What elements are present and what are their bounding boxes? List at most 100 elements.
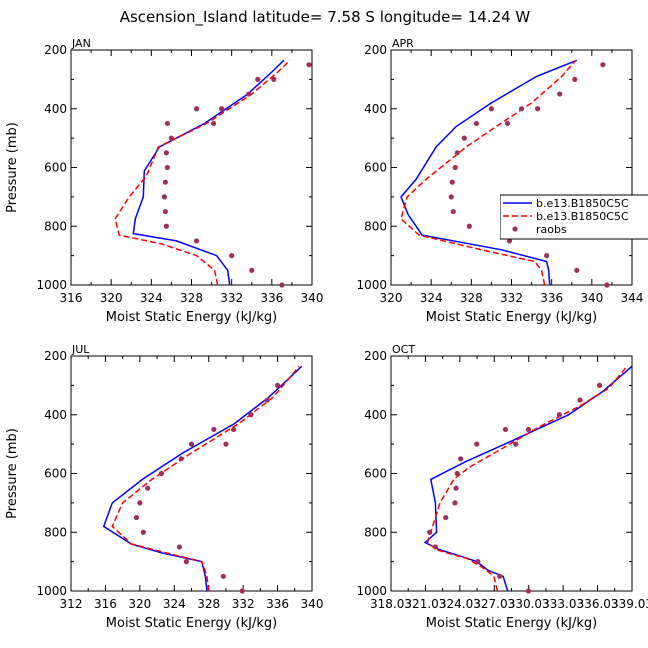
raob-point — [525, 426, 531, 433]
x-tick-label: 336 — [266, 597, 289, 611]
raob-point — [466, 223, 472, 229]
x-tick-label: 316 — [60, 291, 83, 305]
raob-point — [306, 62, 312, 68]
raob-point — [577, 397, 583, 403]
x-tick-label: 332 — [232, 597, 255, 611]
x-tick-label: 328 — [180, 291, 203, 305]
raob-point — [249, 267, 255, 273]
y-tick-label: 800 — [364, 525, 387, 539]
y-tick-label: 1000 — [356, 584, 387, 598]
x-tick-label: 340 — [580, 291, 603, 305]
y-tick-label: 200 — [44, 349, 67, 363]
panel-apr: APR 320 324 328 332 336 340 344 200 400 600 800 1000… — [356, 37, 643, 325]
raob-point — [458, 456, 464, 462]
raob-point — [246, 91, 252, 97]
raob-point — [474, 441, 480, 447]
raob-point — [448, 194, 454, 200]
x-tick-label: 339.03 — [611, 597, 648, 611]
x-tick-label: 327.03 — [473, 597, 515, 611]
x-tick-label: 324 — [163, 597, 186, 611]
raob-point — [183, 559, 189, 565]
raob-point — [427, 529, 433, 535]
raob-point — [502, 426, 509, 433]
raob-point — [604, 282, 610, 288]
model-line-1 — [423, 365, 633, 592]
y-axis-label: Pressure (mb) — [5, 122, 20, 213]
y-axis-label: Pressure (mb) — [5, 428, 20, 519]
x-tick-label: 312 — [60, 597, 83, 611]
legend-label: b.e13.B1850C5C — [536, 210, 629, 223]
y-tick-label: 600 — [44, 467, 67, 481]
x-tick-label: 324 — [140, 291, 163, 305]
x-tick-label: 318.03 — [370, 597, 412, 611]
raob-point — [454, 470, 460, 477]
raob-point — [163, 223, 169, 229]
raob-point — [461, 135, 467, 141]
panel-jan: JAN 316 320 324 328 332 336 340 200 400 600 800 1000… — [5, 37, 323, 325]
x-tick-label: 320 — [100, 291, 123, 305]
model-line-2 — [111, 365, 300, 592]
y-tick-label: 1000 — [36, 584, 67, 598]
y-tick-label: 1000 — [36, 278, 67, 292]
y-tick-label: 400 — [364, 408, 387, 422]
raob-point — [452, 164, 458, 171]
panel-label: JUL — [71, 343, 90, 356]
y-tick-label: 800 — [44, 219, 67, 233]
x-tick-label: 316 — [94, 597, 117, 611]
raob-point — [231, 426, 237, 433]
raob-point — [176, 544, 183, 550]
y-tick-label: 600 — [364, 467, 387, 481]
y-tick-label: 600 — [44, 161, 67, 175]
raob-point — [525, 588, 531, 594]
raob-point — [248, 412, 254, 418]
raob-point — [473, 120, 479, 127]
y-tick-label: 400 — [44, 408, 67, 422]
raob-point — [158, 470, 164, 477]
x-tick-label: 336 — [260, 291, 283, 305]
x-tick-label: 328 — [197, 597, 220, 611]
model-line-2 — [426, 365, 628, 592]
raob-point — [264, 397, 270, 403]
raob-point — [163, 150, 169, 156]
model-line-2 — [400, 59, 577, 286]
raob-point — [229, 253, 235, 259]
raob-point — [271, 76, 277, 82]
raob-point — [145, 485, 151, 491]
raob-point — [513, 441, 519, 447]
x-tick-label: 336.03 — [577, 597, 619, 611]
raob-point — [239, 588, 245, 594]
x-axis-label: Moist Static Energy (kJ/kg) — [106, 616, 277, 631]
raob-point — [432, 544, 439, 550]
raob-point — [449, 179, 455, 185]
raob-point — [600, 62, 606, 68]
x-tick-label: 332 — [220, 291, 243, 305]
raob-point — [140, 529, 146, 535]
raob-point — [161, 194, 167, 200]
y-tick-label: 400 — [44, 102, 67, 116]
raob-point — [274, 382, 281, 388]
panel-jul: JUL 312 316 320 324 328 332 336 340 200 400 600 800 1… — [5, 343, 323, 631]
raob-point — [453, 485, 459, 491]
raob-point — [164, 120, 170, 127]
raob-point — [544, 253, 550, 259]
raob-point — [454, 150, 460, 156]
x-tick-label: 324 — [420, 291, 443, 305]
y-tick-label: 200 — [364, 349, 387, 363]
raob-point — [137, 500, 143, 506]
x-tick-label: 320 — [128, 597, 151, 611]
y-tick-label: 800 — [364, 219, 387, 233]
raob-point — [211, 426, 217, 433]
legend-label: b.e13.B1850C5C — [536, 197, 629, 210]
raob-point — [279, 282, 285, 288]
x-tick-label: 344 — [621, 291, 644, 305]
panels: JAN 316 320 324 328 332 336 340 200 400 600 800 1000… — [5, 37, 648, 631]
raob-point — [188, 441, 195, 447]
raob-point — [452, 500, 458, 506]
raob-point — [164, 164, 170, 171]
figure-title: Ascension_Island latitude= 7.58 S longit… — [120, 8, 531, 27]
raob-point — [220, 573, 226, 579]
raob-point — [497, 573, 503, 579]
raob-point — [223, 441, 229, 447]
